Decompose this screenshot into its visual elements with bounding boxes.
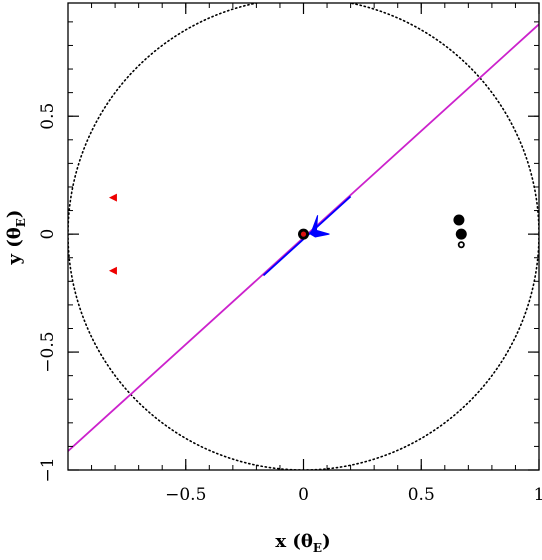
- x-tick-label: 1: [534, 485, 542, 505]
- y-tick-label: −0.5: [38, 331, 58, 372]
- lens-point-3: [457, 241, 465, 249]
- lens-point-1: [453, 214, 465, 226]
- y-tick-label: 0: [38, 229, 58, 240]
- x-axis-label: x (θE): [275, 531, 330, 555]
- image-marker-1: [108, 266, 117, 275]
- lens-point-2: [455, 228, 467, 240]
- y-tick-label: −1: [38, 457, 58, 482]
- image-marker-0: [108, 193, 117, 202]
- caustic-arrow: [309, 215, 330, 238]
- y-axis-label: y (θE): [4, 210, 28, 266]
- axis-ticks: −0.5 0 0.5 1 −1 −0.5 0 0.5: [38, 3, 542, 505]
- x-tick-label: 0: [298, 485, 309, 505]
- source-point-0: [300, 231, 307, 237]
- plot-area: [68, 3, 539, 470]
- x-tick-label: −0.5: [165, 485, 206, 505]
- y-tick-label: 0.5: [38, 103, 58, 130]
- x-tick-label: 0.5: [408, 485, 435, 505]
